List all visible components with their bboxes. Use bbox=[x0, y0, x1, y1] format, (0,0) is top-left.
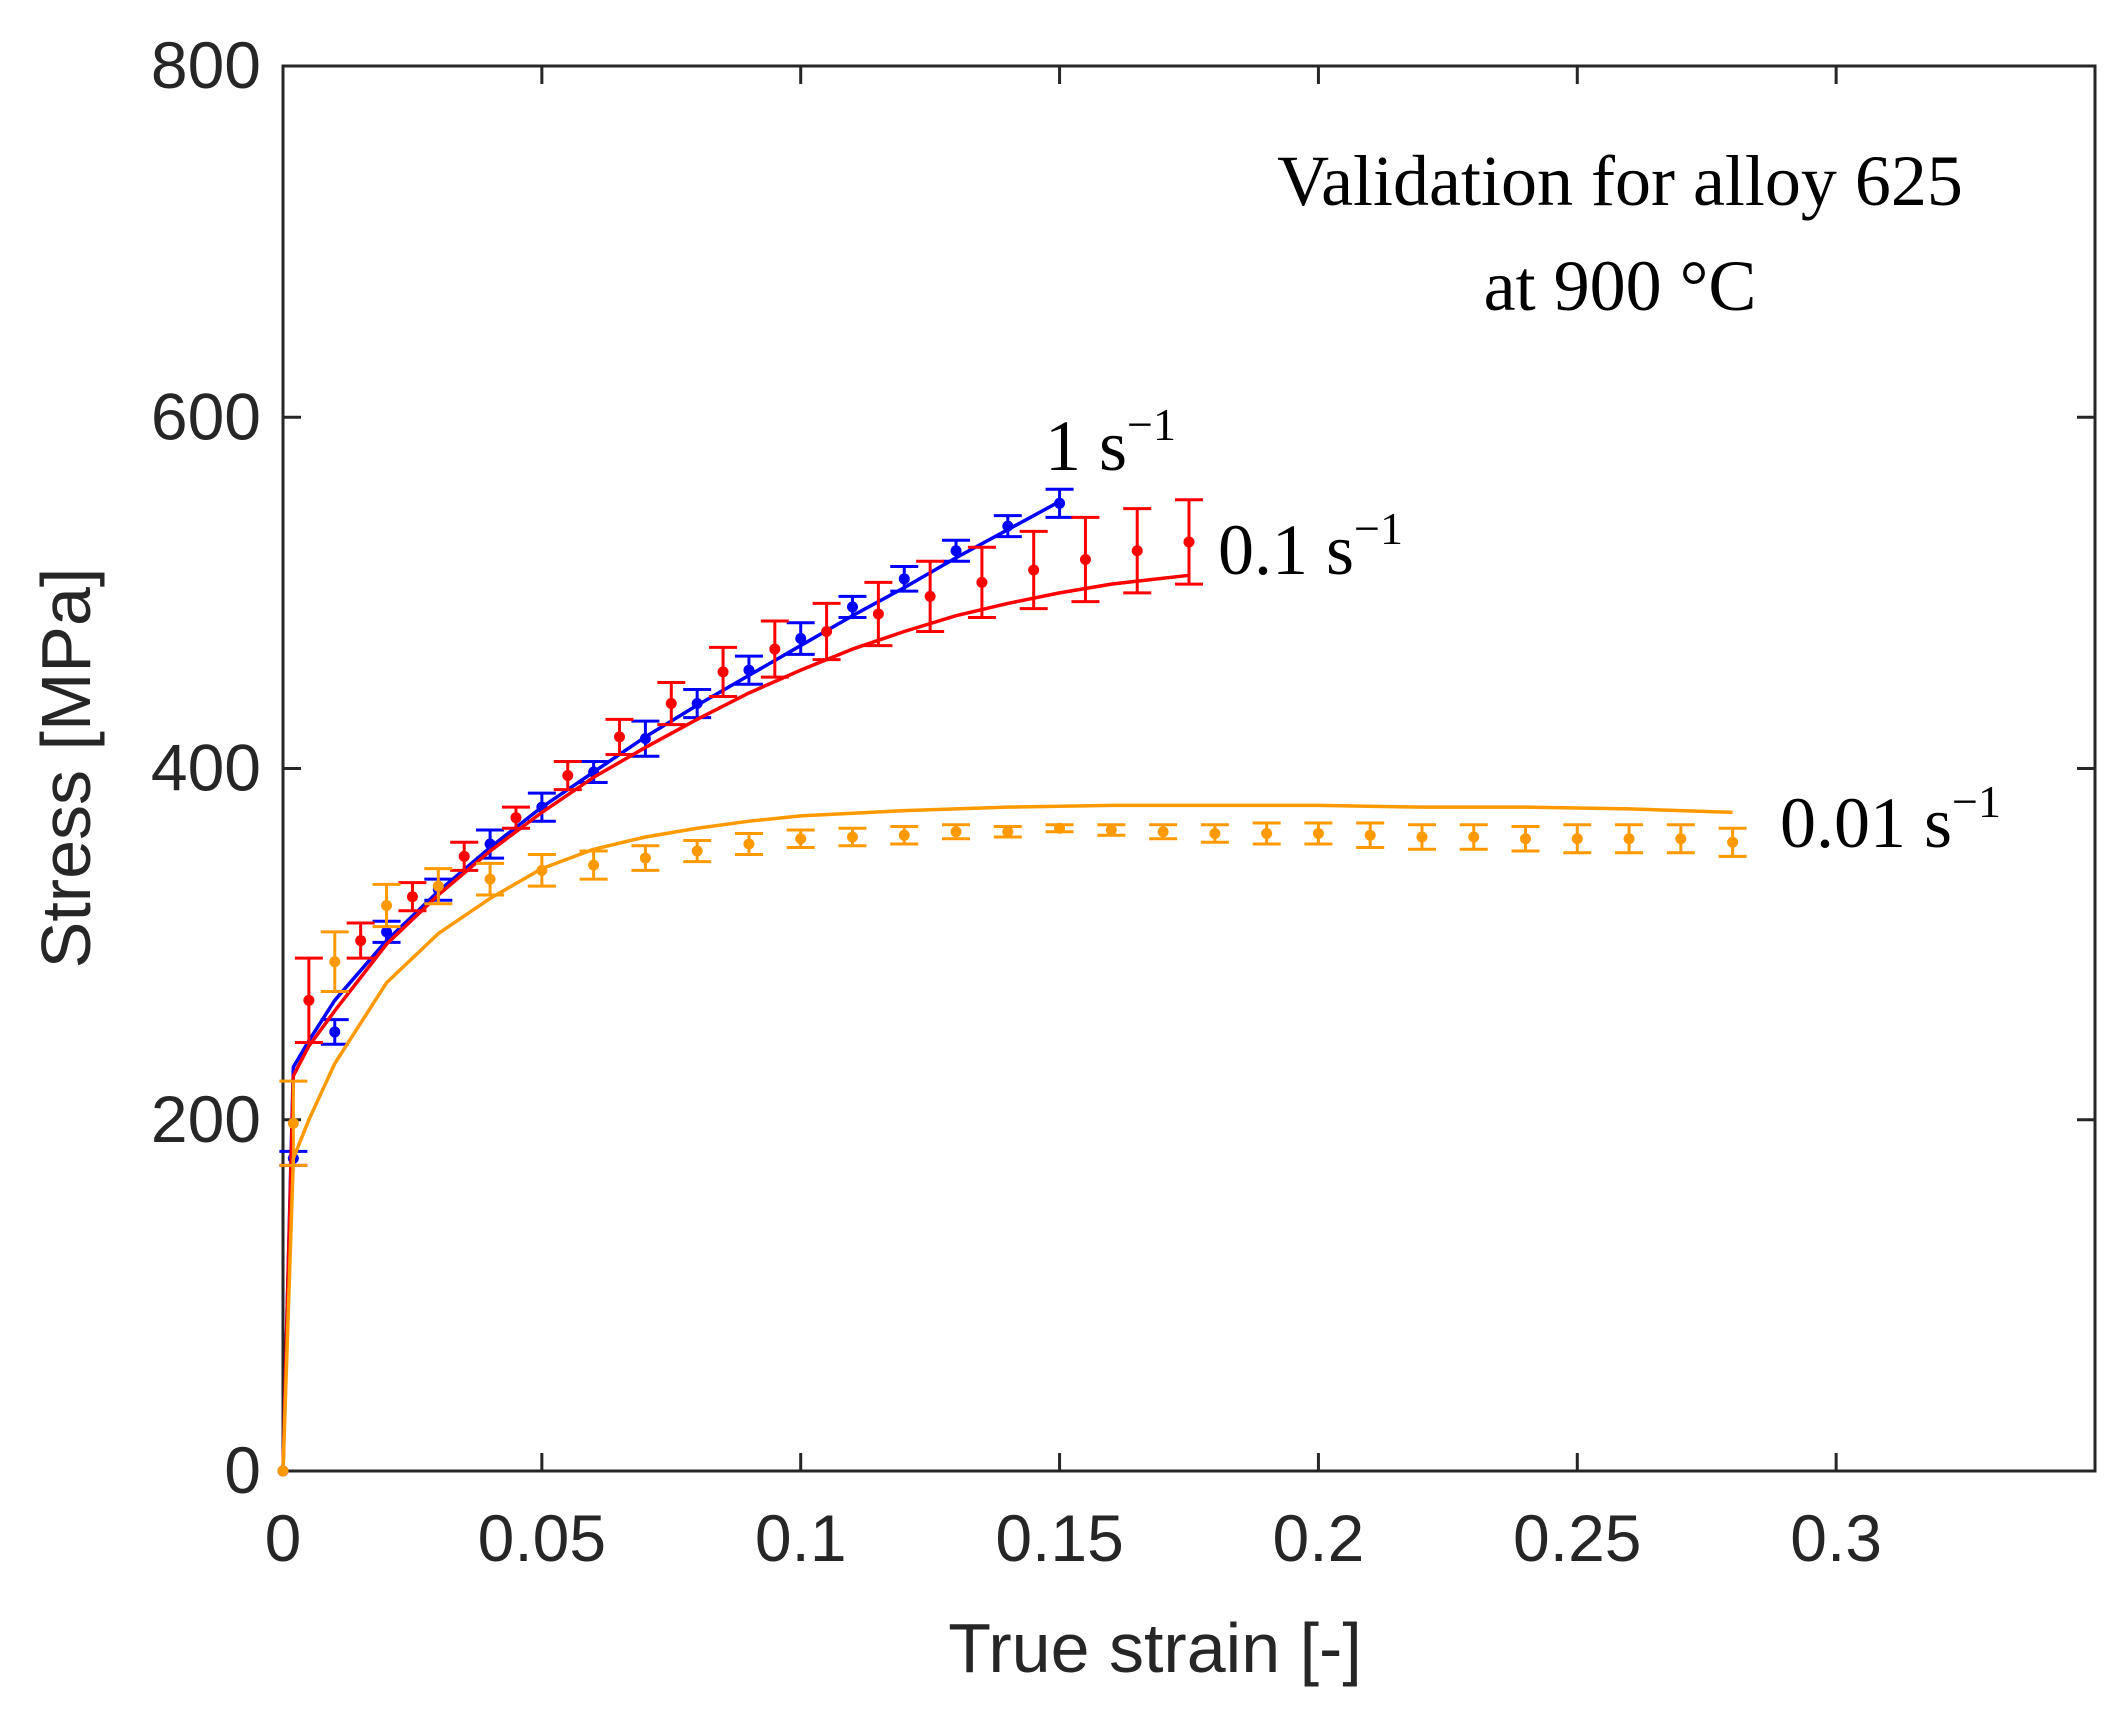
data-point bbox=[1468, 831, 1480, 843]
data-point bbox=[1002, 520, 1014, 532]
data-point bbox=[821, 626, 833, 638]
data-point bbox=[458, 850, 470, 862]
data-point bbox=[1209, 827, 1221, 839]
data-point bbox=[287, 1117, 299, 1129]
annotation-line-2: at 900 °C bbox=[1484, 246, 1757, 326]
data-point bbox=[691, 698, 703, 710]
axis-ticks: 0 0.05 0.1 0.15 0.2 0.25 0.3 0 200 400 600 800 bbox=[151, 28, 2095, 1575]
data-point bbox=[1312, 827, 1324, 839]
series-0.1-s-1 bbox=[277, 498, 1203, 1477]
data-point bbox=[1002, 826, 1014, 838]
data-point bbox=[303, 994, 315, 1006]
data-point bbox=[1727, 836, 1739, 848]
y-axis-label: Stress [MPa] bbox=[27, 568, 105, 969]
data-point bbox=[1364, 829, 1376, 841]
series-label-0.1s-sup: −1 bbox=[1354, 503, 1403, 554]
y-tick-label: 0 bbox=[224, 1433, 261, 1507]
data-point bbox=[872, 608, 884, 620]
data-point bbox=[536, 864, 548, 876]
data-point bbox=[355, 935, 367, 947]
data-point bbox=[1028, 564, 1040, 576]
data-point bbox=[795, 833, 807, 845]
data-point bbox=[406, 891, 418, 903]
x-tick-label: 0 bbox=[265, 1501, 302, 1575]
y-tick-label: 400 bbox=[151, 731, 261, 805]
data-point bbox=[795, 633, 807, 645]
data-point bbox=[950, 826, 962, 838]
series-layer bbox=[277, 487, 1747, 1477]
series-label-0.1s: 0.1 s−1 bbox=[1218, 503, 1403, 590]
data-point bbox=[277, 1465, 289, 1477]
data-point bbox=[846, 601, 858, 613]
data-point bbox=[1520, 833, 1532, 845]
data-point bbox=[562, 770, 574, 782]
model-curve bbox=[281, 803, 1733, 1472]
data-point bbox=[381, 899, 393, 911]
data-point bbox=[1079, 554, 1091, 566]
data-point bbox=[484, 838, 496, 850]
x-tick-label: 0.15 bbox=[995, 1501, 1123, 1575]
x-tick-label: 0.25 bbox=[1513, 1501, 1641, 1575]
data-point bbox=[769, 643, 781, 655]
data-point bbox=[1623, 833, 1635, 845]
x-axis-label: True strain [-] bbox=[948, 1609, 1362, 1687]
data-point bbox=[639, 733, 651, 745]
data-point bbox=[432, 880, 444, 892]
data-point bbox=[588, 859, 600, 871]
data-point bbox=[381, 926, 393, 938]
annotation-line-1: Validation for alloy 625 bbox=[1277, 141, 1963, 221]
data-point bbox=[1675, 833, 1687, 845]
data-point bbox=[484, 873, 496, 885]
data-point bbox=[924, 590, 936, 602]
data-point bbox=[898, 829, 910, 841]
data-point bbox=[1105, 824, 1117, 836]
data-point bbox=[950, 545, 962, 557]
data-point bbox=[743, 838, 755, 850]
data-point bbox=[1261, 827, 1273, 839]
y-tick-label: 600 bbox=[151, 379, 261, 453]
plot-area-frame bbox=[281, 64, 2097, 1473]
data-point bbox=[329, 956, 341, 968]
series-label-0.01s-main: 0.01 s bbox=[1780, 783, 1952, 863]
data-point bbox=[743, 664, 755, 676]
x-tick-label: 0.05 bbox=[478, 1501, 606, 1575]
data-point bbox=[665, 698, 677, 710]
data-point bbox=[639, 852, 651, 864]
data-point bbox=[1571, 833, 1583, 845]
data-point bbox=[614, 731, 626, 743]
data-point bbox=[691, 845, 703, 857]
series-label-1s-sup: −1 bbox=[1127, 399, 1176, 450]
series-label-0.01s-sup: −1 bbox=[1952, 776, 2001, 827]
x-tick-label: 0.2 bbox=[1273, 1501, 1365, 1575]
data-point bbox=[1157, 826, 1169, 838]
data-point bbox=[329, 1026, 341, 1038]
data-point bbox=[898, 573, 910, 585]
x-tick-label: 0.1 bbox=[755, 1501, 847, 1575]
data-point bbox=[1416, 831, 1428, 843]
series-label-1s-main: 1 s bbox=[1045, 406, 1127, 486]
data-point bbox=[1131, 545, 1143, 557]
y-tick-label: 800 bbox=[151, 28, 261, 102]
series-label-0.01s: 0.01 s−1 bbox=[1780, 776, 2001, 863]
data-point bbox=[1183, 536, 1195, 548]
x-tick-label: 0.3 bbox=[1790, 1501, 1882, 1575]
data-point bbox=[510, 812, 522, 824]
data-point bbox=[1054, 822, 1066, 834]
series-label-1s: 1 s−1 bbox=[1045, 399, 1176, 486]
model-curve bbox=[281, 573, 1190, 1472]
data-point bbox=[976, 576, 988, 588]
data-point bbox=[717, 666, 729, 678]
data-point bbox=[1054, 497, 1066, 509]
series-1-s-1 bbox=[277, 487, 1074, 1477]
y-tick-label: 200 bbox=[151, 1082, 261, 1156]
series-0.01-s-1 bbox=[277, 803, 1747, 1477]
model-curve bbox=[281, 500, 1061, 1472]
data-point bbox=[846, 831, 858, 843]
series-label-0.1s-main: 0.1 s bbox=[1218, 510, 1354, 590]
